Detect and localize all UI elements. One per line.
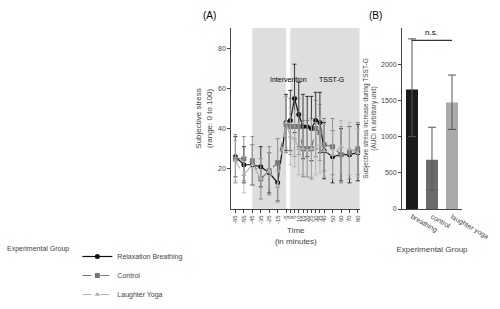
svg-text:-15: -15 bbox=[275, 215, 281, 224]
svg-text:Control: Control bbox=[117, 272, 140, 279]
svg-text:-25: -25 bbox=[266, 215, 272, 224]
svg-text:0: 0 bbox=[287, 215, 293, 219]
svg-text:control: control bbox=[430, 213, 452, 230]
svg-text:50: 50 bbox=[330, 215, 336, 222]
svg-text:TSST-G: TSST-G bbox=[319, 76, 344, 83]
svg-text:Subjective stress(range: 0 to: Subjective stress(range: 0 to 100) bbox=[194, 88, 213, 148]
svg-text:60: 60 bbox=[218, 85, 226, 92]
svg-text:500: 500 bbox=[385, 169, 397, 176]
svg-text:0: 0 bbox=[393, 205, 397, 212]
svg-text:40: 40 bbox=[218, 125, 226, 132]
svg-text:35: 35 bbox=[317, 215, 323, 222]
svg-text:laughter yoga: laughter yoga bbox=[449, 213, 490, 241]
svg-text:n.s.: n.s. bbox=[425, 28, 438, 37]
svg-text:40: 40 bbox=[321, 215, 327, 222]
svg-text:(A): (A) bbox=[203, 10, 216, 21]
svg-text:(B): (B) bbox=[369, 10, 382, 21]
svg-text:-5: -5 bbox=[283, 215, 289, 221]
svg-text:5: 5 bbox=[292, 215, 298, 219]
svg-text:70: 70 bbox=[346, 215, 352, 222]
svg-text:30: 30 bbox=[313, 215, 319, 222]
svg-text:-45: -45 bbox=[249, 215, 255, 224]
svg-text:2000: 2000 bbox=[381, 61, 397, 68]
svg-text:15: 15 bbox=[300, 215, 306, 222]
svg-text:80: 80 bbox=[355, 215, 361, 222]
svg-text:Experimental Group: Experimental Group bbox=[7, 245, 69, 253]
svg-text:-65: -65 bbox=[232, 215, 238, 224]
svg-text:Subjective stress increase dur: Subjective stress increase during TSST-G… bbox=[362, 58, 378, 179]
svg-text:-35: -35 bbox=[258, 215, 264, 224]
svg-text:-55: -55 bbox=[241, 215, 247, 224]
svg-text:80: 80 bbox=[218, 45, 226, 52]
svg-text:Relaxation Breathing: Relaxation Breathing bbox=[117, 253, 182, 261]
svg-text:Time(in minutes): Time(in minutes) bbox=[275, 226, 317, 245]
svg-text:Experimental Group: Experimental Group bbox=[396, 245, 468, 254]
svg-text:breathing: breathing bbox=[409, 213, 438, 235]
svg-text:20: 20 bbox=[304, 215, 310, 222]
svg-text:20: 20 bbox=[218, 165, 226, 172]
svg-text:1000: 1000 bbox=[381, 133, 397, 140]
svg-text:Intervention: Intervention bbox=[270, 76, 307, 83]
svg-text:60: 60 bbox=[338, 215, 344, 222]
svg-text:25: 25 bbox=[308, 215, 314, 222]
svg-text:10: 10 bbox=[296, 215, 302, 222]
svg-text:1500: 1500 bbox=[381, 97, 397, 104]
svg-text:Laughter Yoga: Laughter Yoga bbox=[117, 291, 162, 299]
